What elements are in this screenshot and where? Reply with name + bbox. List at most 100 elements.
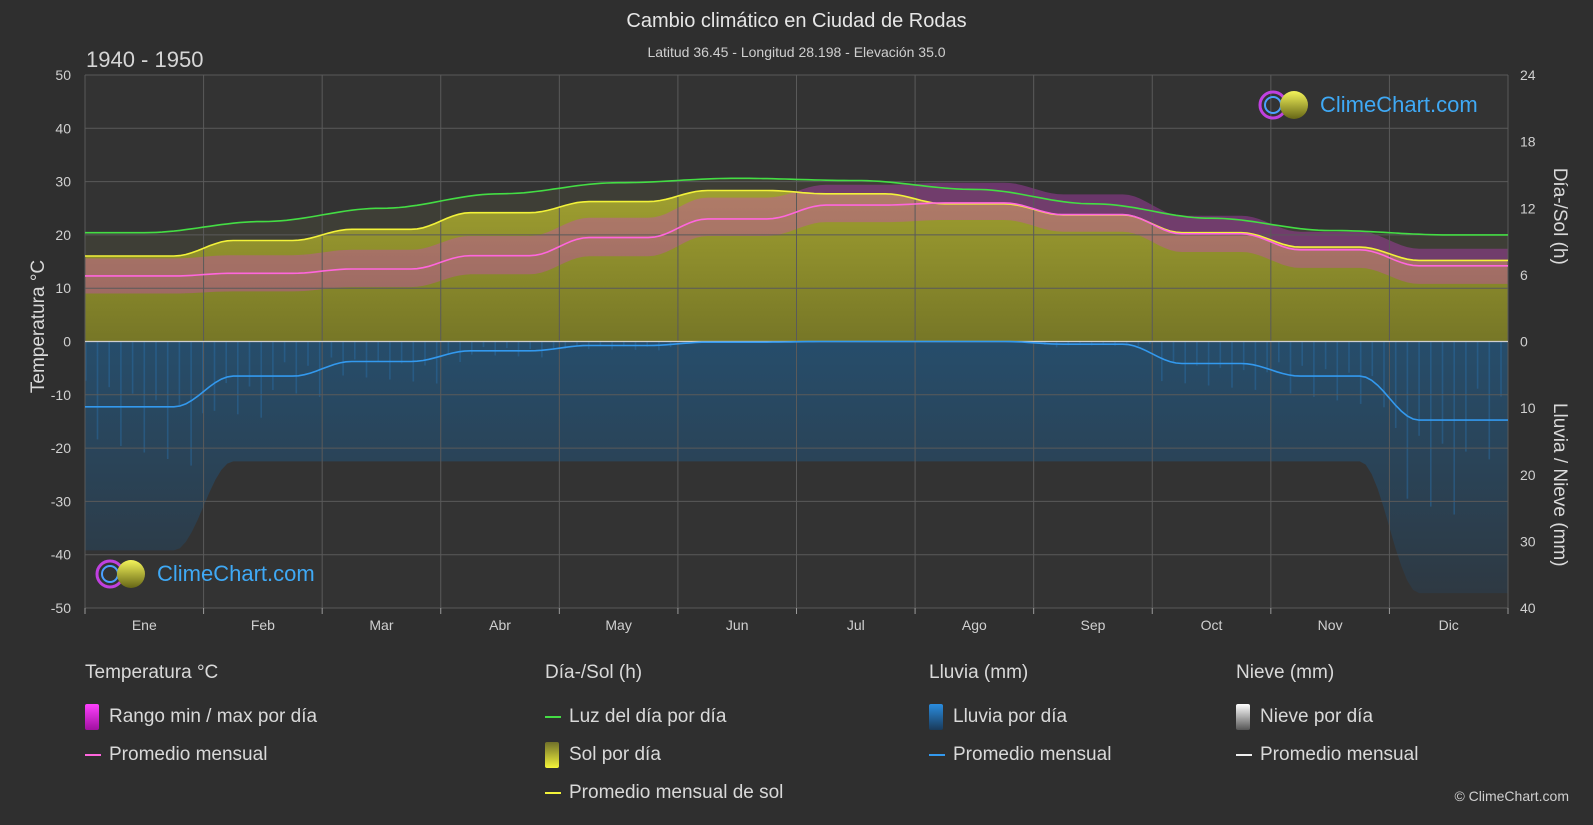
- y-left-tick-label: -50: [51, 600, 71, 616]
- rain-day-bar: [1125, 341, 1128, 344]
- x-tick-label-jul: Jul: [847, 617, 865, 633]
- legend-item-daylight: Luz del día por día: [545, 698, 783, 736]
- legend-swatch: [929, 754, 945, 756]
- y-left-tick-label: 20: [55, 227, 71, 243]
- rain-day-bar: [517, 341, 520, 357]
- x-tick-label-oct: Oct: [1201, 617, 1223, 633]
- x-tick-label-may: May: [605, 617, 631, 633]
- x-tick-label-sep: Sep: [1080, 617, 1105, 633]
- rain-day-bar: [108, 341, 110, 388]
- legend-header: Temperatura °C: [85, 662, 219, 683]
- rain-day-bar: [424, 341, 426, 366]
- rain-day-bar: [342, 341, 344, 376]
- y-right-bottom-tick-label: 10: [1520, 400, 1536, 416]
- y-left-tick-label: -30: [51, 493, 71, 509]
- legend-header: Lluvia (mm): [929, 662, 1029, 683]
- y-right-top-tick-label: 12: [1520, 200, 1536, 216]
- rain-day-bar: [237, 341, 239, 415]
- rain-day-bar: [1196, 341, 1198, 366]
- rain-day-bar: [1406, 341, 1409, 499]
- logo-text: ClimeChart.com: [157, 561, 315, 586]
- rain-day-bar: [1324, 341, 1327, 370]
- rain-day-bar: [166, 341, 169, 459]
- rain-day-bar: [494, 341, 496, 356]
- rain-day-bar: [354, 341, 356, 360]
- rain-day-bar: [131, 341, 134, 394]
- rain-day-bar: [576, 341, 578, 346]
- logo-icon: [1258, 90, 1308, 120]
- rain-day-bar: [482, 341, 485, 348]
- logo-bottom[interactable]: ClimeChart.com: [95, 557, 315, 591]
- x-tick-label-dic: Dic: [1439, 617, 1459, 633]
- legend-header: Nieve (mm): [1236, 662, 1335, 683]
- chart-subtitle: Latitud 36.45 - Longitud 28.198 - Elevac…: [647, 44, 946, 60]
- rain-day-bar: [1394, 341, 1397, 428]
- rain-day-bar: [1441, 341, 1444, 444]
- x-tick-label-feb: Feb: [251, 617, 275, 633]
- rain-day-bar: [260, 341, 262, 418]
- rain-day-bar: [330, 341, 333, 358]
- rain-day-bar: [155, 341, 157, 401]
- y-right-top-tick-label: 0: [1520, 334, 1528, 350]
- rain-day-bar: [564, 341, 567, 349]
- legend-swatch: [85, 754, 101, 756]
- rain-day-bar: [1476, 341, 1479, 389]
- rain-day-bar: [1289, 341, 1292, 394]
- legend-item-rain: Lluvia por día: [929, 698, 1111, 736]
- rain-day-bar: [1102, 341, 1105, 344]
- rain-day-bar: [1313, 341, 1315, 397]
- rain-day-bar: [1266, 341, 1268, 373]
- y-left-tick-label: -20: [51, 440, 71, 456]
- x-tick-label-jun: Jun: [726, 617, 749, 633]
- y-right-top-tick-label: 24: [1520, 67, 1536, 83]
- legend-item-sun: Sol por día: [545, 736, 783, 774]
- legend-swatch: [85, 704, 99, 730]
- rain-day-bar: [541, 341, 543, 358]
- rain-day-bar: [307, 341, 309, 366]
- legend-swatch: [545, 716, 561, 718]
- rain-day-bar: [143, 341, 146, 453]
- rain-day-bar: [295, 341, 298, 394]
- x-tick-label-ago: Ago: [962, 617, 987, 633]
- rain-day-bar: [1453, 341, 1455, 515]
- y-right-bottom-tick-label: 40: [1520, 600, 1536, 616]
- legend-item-temp-range: Rango min / max por día: [85, 698, 317, 736]
- y-left-tick-label: 40: [55, 120, 71, 136]
- legend-daylight: Día-/Sol (h) Luz del día por día Sol por…: [545, 662, 783, 812]
- rain-day-bar: [623, 341, 625, 347]
- legend-temperature: Temperatura °C Rango min / max por día P…: [85, 662, 317, 774]
- copyright: © ClimeChart.com: [1454, 788, 1569, 804]
- y-left-tick-label: 10: [55, 280, 71, 296]
- rain-day-bar: [96, 341, 99, 440]
- y-left-tick-label: 0: [63, 334, 71, 350]
- y-left-axis-title: Temperatura °C: [28, 260, 49, 393]
- rain-day-bar: [646, 341, 648, 347]
- rain-day-bar: [365, 341, 368, 378]
- rain-day-bar: [1418, 341, 1420, 436]
- y-left-tick-label: 50: [55, 67, 71, 83]
- logo-top[interactable]: ClimeChart.com: [1258, 88, 1478, 122]
- rain-day-bar: [1184, 341, 1186, 384]
- rain-bars: [85, 341, 1502, 515]
- y-left-tick-label: 30: [55, 174, 71, 190]
- y-right-bottom-axis-title: Lluvia / Nieve (mm): [1549, 403, 1570, 567]
- rain-day-bar: [272, 341, 274, 390]
- legend-item-rain-mean: Promedio mensual: [929, 736, 1111, 774]
- y-right-top-tick-label: 6: [1520, 267, 1528, 283]
- rain-day-bar: [1219, 341, 1222, 368]
- x-tick-label-ene: Ene: [132, 617, 157, 633]
- rain-day-bar: [447, 341, 450, 354]
- legend-snow: Nieve (mm) Nieve por día Promedio mensua…: [1236, 662, 1418, 774]
- rain-day-bar: [190, 341, 192, 466]
- logo-text: ClimeChart.com: [1320, 92, 1478, 117]
- rain-day-bar: [1231, 341, 1233, 388]
- rain-day-bar: [225, 341, 227, 384]
- rain-day-bar: [1371, 341, 1374, 377]
- y-right-top-tick-label: 18: [1520, 134, 1536, 150]
- daylight-band: [85, 178, 1508, 261]
- rain-mean-line: [85, 340, 1508, 421]
- rain-day-bar: [1161, 341, 1163, 382]
- rain-day-bar: [389, 341, 391, 380]
- temp-mean-line: [85, 202, 1508, 277]
